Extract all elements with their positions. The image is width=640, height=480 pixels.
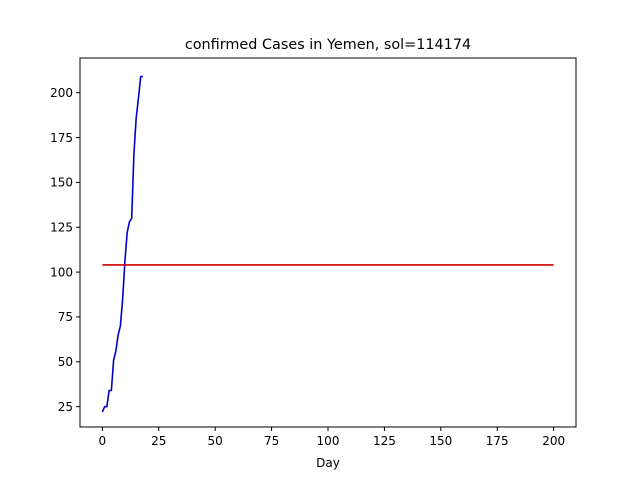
y-tick-label: 175 bbox=[50, 131, 73, 145]
y-tick-label: 125 bbox=[50, 221, 73, 235]
y-tick-label: 75 bbox=[58, 310, 73, 324]
x-tick-label: 200 bbox=[542, 434, 565, 448]
x-tick-label: 0 bbox=[99, 434, 107, 448]
x-tick-label: 25 bbox=[151, 434, 166, 448]
x-tick-label: 125 bbox=[373, 434, 396, 448]
y-tick-label: 25 bbox=[58, 400, 73, 414]
x-tick-label: 175 bbox=[486, 434, 509, 448]
x-tick-label: 75 bbox=[264, 434, 279, 448]
x-tick-label: 150 bbox=[429, 434, 452, 448]
series-line-1 bbox=[101, 75, 143, 413]
chart-title: confirmed Cases in Yemen, sol=114174 bbox=[185, 37, 471, 53]
y-tick-label: 150 bbox=[50, 176, 73, 190]
y-axis: 25 50 75 100 125 150 175 200 bbox=[50, 86, 80, 414]
x-axis-label: Day bbox=[316, 456, 340, 470]
x-tick-label: 50 bbox=[208, 434, 223, 448]
plot-area bbox=[101, 75, 554, 413]
y-tick-label: 200 bbox=[50, 86, 73, 100]
x-axis: 0 25 50 75 100 125 150 175 200 bbox=[99, 427, 565, 448]
y-tick-label: 100 bbox=[50, 265, 73, 279]
y-tick-label: 50 bbox=[58, 355, 73, 369]
x-tick-label: 100 bbox=[317, 434, 340, 448]
